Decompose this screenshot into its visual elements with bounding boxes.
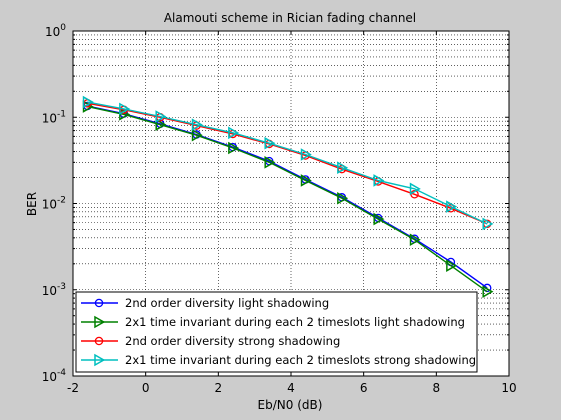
- y-tick-labels: 10-4 10-3 10-2 10-1 100: [42, 23, 67, 384]
- data-point: [228, 141, 240, 155]
- series-layer: [82, 95, 494, 298]
- y-axis-label: BER: [25, 192, 39, 216]
- legend-entry: 2x1 time invariant during each 2 timeslo…: [81, 353, 476, 367]
- data-point: [482, 285, 494, 298]
- legend: 2nd order diversity light shadowing 2x1 t…: [75, 291, 478, 373]
- series-line: [87, 102, 488, 225]
- x-tick-label: 8: [433, 381, 441, 395]
- data-point: [155, 110, 167, 123]
- data-point: [482, 217, 494, 231]
- y-tick-label: 10-2: [42, 196, 66, 212]
- legend-entry: 2nd order diversity light shadowing: [81, 296, 329, 310]
- legend-label: 2x1 time invariant during each 2 timeslo…: [125, 315, 465, 329]
- data-point: [300, 174, 312, 187]
- y-tick-label: 10-1: [42, 109, 66, 125]
- data-point: [94, 336, 104, 346]
- legend-label: 2nd order diversity light shadowing: [125, 296, 329, 310]
- data-point: [446, 200, 458, 213]
- data-point: [337, 161, 349, 175]
- series-4: [82, 95, 494, 231]
- x-tick-label: 6: [360, 381, 368, 395]
- x-tick-label: 10: [501, 381, 516, 395]
- x-axis-label: Eb/N0 (dB): [258, 398, 323, 412]
- y-tick-label: 10-3: [42, 282, 66, 298]
- data-point: [94, 315, 106, 329]
- x-tick-label: 0: [142, 381, 150, 395]
- data-point: [409, 182, 421, 196]
- data-point: [264, 136, 276, 150]
- data-point: [94, 298, 104, 308]
- chart-title: Alamouti scheme in Rician fading channel: [164, 11, 416, 25]
- data-point: [119, 102, 131, 116]
- x-tick-label: 2: [215, 381, 223, 395]
- series-line: [87, 105, 488, 293]
- axis-ticks: [72, 30, 510, 377]
- data-point: [373, 174, 385, 187]
- data-point: [300, 148, 312, 161]
- legend-box: [75, 291, 478, 373]
- x-tick-label: 4: [287, 381, 295, 395]
- legend-label: 2nd order diversity strong shadowing: [125, 334, 340, 348]
- series-line: [87, 105, 488, 289]
- legend-entry: 2nd order diversity strong shadowing: [81, 334, 340, 348]
- data-point: [337, 191, 349, 205]
- legend-label: 2x1 time invariant during each 2 timeslo…: [125, 353, 476, 367]
- data-point: [373, 212, 385, 226]
- data-point: [191, 128, 203, 142]
- data-point: [94, 353, 106, 367]
- x-tick-labels: -2 0 2 4 6 8 10: [67, 381, 517, 395]
- data-point: [264, 156, 276, 169]
- data-point: [191, 118, 203, 131]
- data-point: [446, 259, 458, 272]
- data-point: [155, 118, 167, 131]
- series-line: [87, 101, 488, 225]
- y-tick-label: 10-4: [42, 368, 67, 384]
- y-tick-label: 100: [45, 23, 66, 39]
- series-2: [82, 100, 494, 298]
- data-point: [228, 126, 240, 140]
- data-point: [82, 95, 94, 109]
- legend-entry: 2x1 time invariant during each 2 timeslo…: [81, 315, 465, 329]
- data-point: [409, 233, 421, 247]
- x-tick-label: -2: [67, 381, 79, 395]
